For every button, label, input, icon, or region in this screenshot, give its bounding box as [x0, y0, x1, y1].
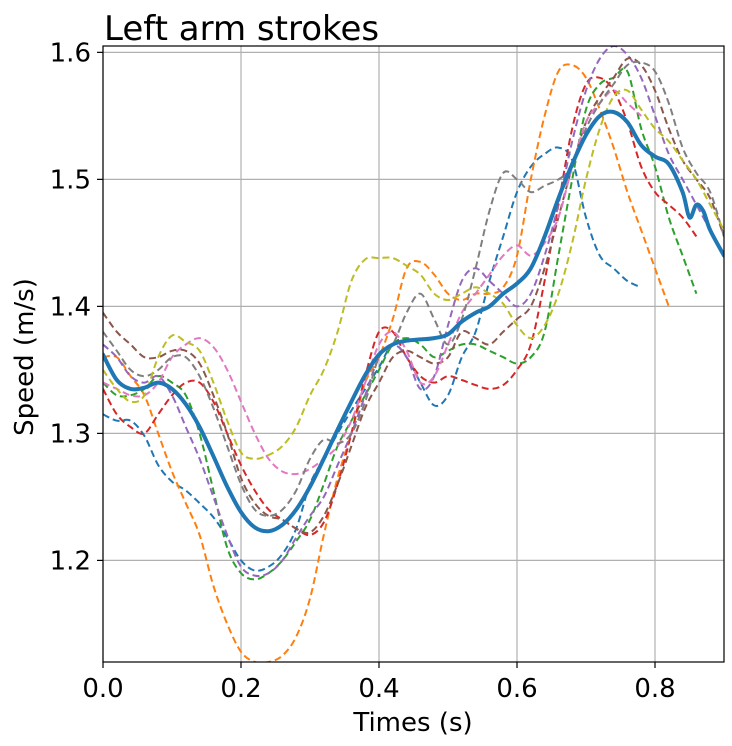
- grid-layer: [102, 46, 724, 662]
- x-tick-label: 0.6: [496, 674, 537, 704]
- x-tick-label: 0.4: [358, 674, 399, 704]
- y-axis-label: Speed (m/s): [10, 278, 40, 436]
- mean-series-layer: [103, 109, 724, 534]
- x-axis-label: Times (s): [352, 708, 472, 738]
- stroke-series-line-9: [103, 88, 724, 460]
- stroke-series-line-3: [103, 67, 698, 581]
- ticks-layer: 0.0 0.2 0.4 0.6 0.8 1.2 1.3 1.4 1.5 1.6: [50, 38, 676, 704]
- plot-frame: [102, 45, 725, 663]
- x-tick-label: 0.2: [220, 674, 261, 704]
- stroke-series-line-8: [103, 60, 724, 517]
- x-tick-label: 0.0: [82, 674, 123, 704]
- y-tick-label: 1.6: [50, 38, 91, 68]
- stroke-series-line-2: [103, 63, 670, 662]
- stroke-series-line-4: [103, 76, 698, 537]
- y-tick-label: 1.5: [50, 165, 91, 195]
- series-layer: [103, 46, 724, 662]
- mean-series-line: [103, 109, 724, 534]
- stroke-series-line-5: [103, 46, 724, 578]
- x-tick-label: 0.8: [634, 674, 675, 704]
- chart-title: Left arm strokes: [104, 9, 379, 49]
- y-tick-label: 1.4: [50, 292, 91, 322]
- stroke-series-line-6: [103, 57, 724, 535]
- y-tick-label: 1.2: [50, 546, 91, 576]
- y-tick-label: 1.3: [50, 419, 91, 449]
